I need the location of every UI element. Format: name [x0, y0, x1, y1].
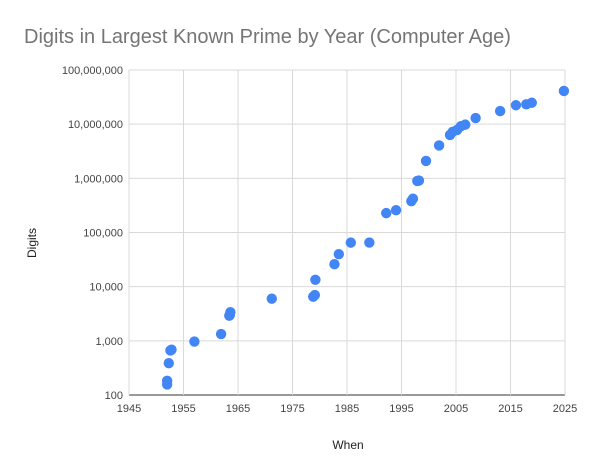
data-points: [161, 85, 570, 390]
x-tick-label: 1985: [335, 403, 359, 415]
y-axis-ticks: 100 1,000 10,000 100,000 1,000,000 10,000,000…: [62, 65, 123, 402]
x-tick-label: 2015: [498, 403, 522, 415]
x-tick-label: 1975: [280, 403, 304, 415]
data-point: [161, 375, 173, 386]
data-point: [345, 237, 357, 248]
x-tick-label: 1945: [117, 403, 141, 415]
data-point: [215, 328, 227, 340]
x-tick-label: 1965: [226, 403, 250, 415]
y-tick-label: 10,000,000: [68, 119, 123, 131]
data-point: [494, 105, 506, 117]
x-axis-ticks: 1945 1955 1965 1975 1985 1995 2005 2015 2025: [117, 403, 577, 415]
x-tick-label: 1955: [171, 403, 195, 415]
data-point: [225, 307, 236, 318]
data-point: [433, 140, 445, 151]
data-point: [407, 193, 419, 204]
data-point: [390, 204, 402, 216]
data-point: [189, 336, 200, 347]
data-point: [460, 119, 471, 130]
data-point: [329, 259, 340, 270]
data-point: [413, 175, 425, 186]
x-tick-label: 2025: [553, 403, 577, 415]
data-point: [163, 358, 174, 369]
data-point: [364, 237, 375, 248]
data-point: [558, 85, 570, 97]
y-tick-label: 100,000,000: [62, 65, 123, 77]
data-point: [510, 100, 522, 111]
data-point: [420, 155, 432, 167]
y-tick-label: 100: [105, 390, 123, 402]
y-axis-label: Digits: [25, 227, 39, 259]
x-tick-label: 2005: [444, 403, 468, 415]
y-tick-label: 1,000,000: [74, 173, 123, 185]
data-point: [309, 289, 321, 301]
data-point: [333, 249, 345, 260]
data-point: [526, 97, 537, 108]
data-point: [470, 112, 481, 124]
x-axis-label: When: [332, 438, 364, 452]
y-tick-label: 100,000: [83, 228, 123, 240]
gridlines: [128, 69, 566, 396]
y-tick-label: 10,000: [89, 282, 123, 294]
x-tick-label: 1995: [389, 403, 413, 415]
data-point: [266, 293, 277, 304]
chart-title: Digits in Largest Known Prime by Year (C…: [24, 26, 511, 48]
data-point: [310, 274, 321, 285]
data-point: [166, 344, 177, 355]
y-tick-label: 1,000: [95, 336, 123, 348]
data-point: [381, 207, 392, 219]
